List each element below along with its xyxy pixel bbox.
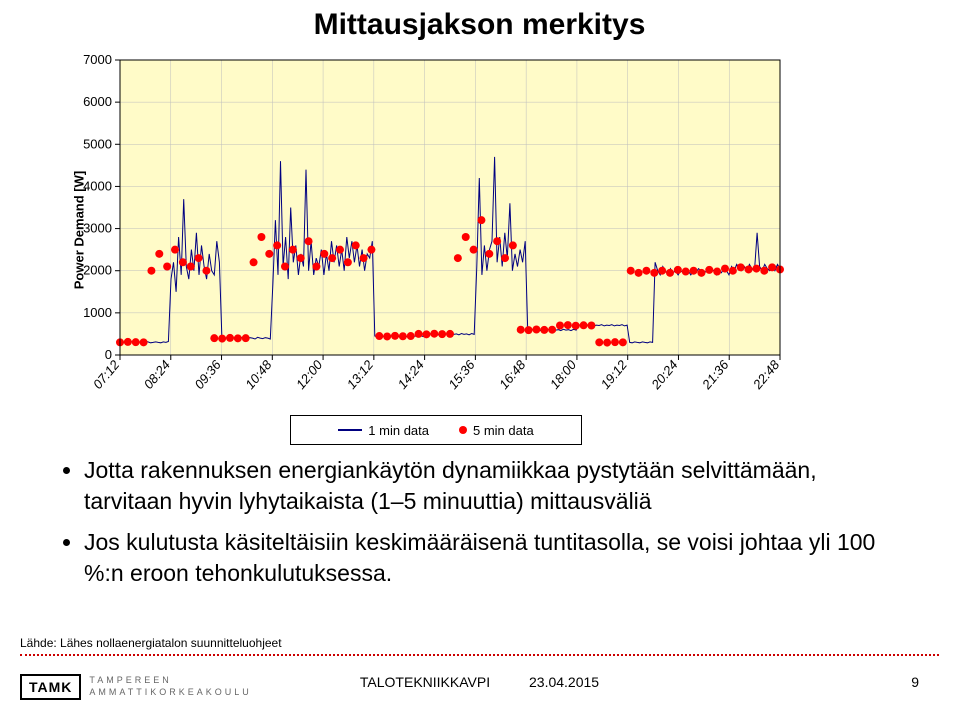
- svg-text:5000: 5000: [83, 136, 112, 151]
- legend: 1 min data 5 min data: [290, 415, 582, 445]
- svg-text:18:00: 18:00: [547, 357, 580, 392]
- footer-page: 9: [911, 674, 919, 690]
- bullet-item: Jotta rakennuksen energiankäytön dynamii…: [84, 455, 899, 517]
- footer-date: 23.04.2015: [529, 674, 599, 690]
- svg-text:08:24: 08:24: [141, 357, 173, 392]
- svg-text:10:48: 10:48: [242, 357, 275, 392]
- svg-text:15:36: 15:36: [445, 357, 478, 392]
- legend-line-swatch: [338, 429, 362, 431]
- svg-text:2000: 2000: [83, 263, 112, 278]
- svg-text:19:12: 19:12: [598, 357, 631, 392]
- source-text: Lähde: Lähes nollaenergiatalon suunnitte…: [20, 636, 282, 650]
- svg-text:3000: 3000: [83, 221, 112, 236]
- svg-text:16:48: 16:48: [496, 357, 529, 392]
- svg-text:13:12: 13:12: [344, 357, 377, 392]
- svg-text:20:24: 20:24: [648, 357, 681, 392]
- svg-text:07:12: 07:12: [90, 357, 123, 392]
- legend-item-line: 1 min data: [338, 423, 429, 438]
- svg-text:1000: 1000: [83, 305, 112, 320]
- svg-text:22:48: 22:48: [749, 357, 783, 393]
- legend-item-dot: 5 min data: [459, 423, 534, 438]
- slide: Mittausjakson merkitys Power Demand [W] …: [0, 0, 959, 710]
- svg-text:12:00: 12:00: [293, 357, 326, 392]
- y-axis-label: Power Demand [W]: [72, 171, 87, 289]
- svg-text:6000: 6000: [83, 94, 112, 109]
- dotted-divider: [20, 654, 939, 656]
- svg-text:7000: 7000: [83, 52, 112, 67]
- legend-dot-label: 5 min data: [473, 423, 534, 438]
- bullet-list: Jotta rakennuksen energiankäytön dynamii…: [60, 455, 899, 599]
- bullet-item: Jos kulutusta käsiteltäisiin keskimääräi…: [84, 527, 899, 589]
- legend-dot-swatch: [459, 426, 467, 434]
- svg-text:21:36: 21:36: [698, 357, 732, 393]
- svg-text:14:24: 14:24: [395, 357, 427, 392]
- legend-line-label: 1 min data: [368, 423, 429, 438]
- footer-title: TALOTEKNIIKKAVPI: [360, 674, 490, 690]
- chart-svg: 0100020003000400050006000700007:1208:240…: [70, 50, 790, 410]
- svg-text:4000: 4000: [83, 178, 112, 193]
- footer-center: TALOTEKNIIKKAVPI 23.04.2015: [0, 674, 959, 690]
- svg-text:09:36: 09:36: [191, 357, 224, 392]
- page-title: Mittausjakson merkitys: [0, 8, 959, 42]
- power-demand-chart: Power Demand [W] 01000200030004000500060…: [70, 50, 790, 410]
